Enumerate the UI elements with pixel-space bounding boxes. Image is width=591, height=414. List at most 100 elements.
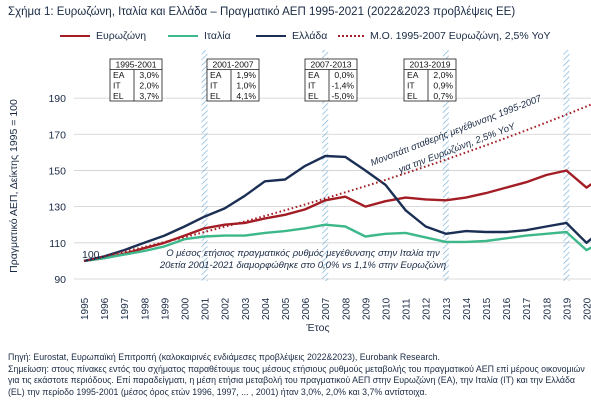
- x-tick-label: 2020: [583, 297, 591, 320]
- period-table-value: 1,9%: [236, 70, 256, 80]
- series-line-trend: [83, 103, 591, 262]
- legend-label-trend: Μ.Ο. 1995-2007 Ευρωζώνη, 2,5% YoY: [370, 30, 551, 42]
- x-tick-label: 2002: [221, 297, 232, 320]
- x-tick-label: 2012: [422, 297, 433, 320]
- period-table-box: [206, 58, 260, 102]
- series-line-el: [83, 154, 591, 263]
- legend-item-trend: Μ.Ο. 1995-2007 Ευρωζώνη, 2,5% YoY: [338, 30, 551, 42]
- period-table-value: -5,0%: [332, 91, 355, 101]
- x-tick-label: 2000: [181, 297, 192, 320]
- y-axis: 90 110 130 150 170 190: [48, 93, 66, 286]
- x-tick-label: 2006: [301, 297, 312, 320]
- x-tick-label: 2008: [341, 297, 352, 320]
- period-table-country: EL: [113, 91, 124, 101]
- annotation-italy-2: 20ετία 2001-2021 διαμορφώθηκε στο 0,0% v…: [159, 260, 446, 271]
- period-table-value: 2,0%: [139, 80, 159, 90]
- period-table-country: EA: [308, 70, 320, 80]
- period-table-header: 2007-2013: [310, 59, 351, 69]
- period-marker-2001: [201, 50, 208, 281]
- x-tick-label: 2013: [442, 297, 453, 320]
- period-table-country: IT: [113, 80, 121, 90]
- period-table-country: IT: [308, 80, 316, 90]
- series-lines: [83, 103, 591, 263]
- y-tick-label: 150: [48, 165, 66, 177]
- x-tick-label: 2004: [261, 297, 272, 320]
- source-line: Πηγή: Eurostat, Ευρωπαϊκή Επιτροπή (καλο…: [8, 352, 440, 362]
- x-tick-label: 1997: [120, 297, 131, 320]
- period-table-value: 0,7%: [433, 91, 453, 101]
- period-table-header: 1995-2001: [115, 59, 156, 69]
- x-tick-label: 2015: [482, 297, 493, 320]
- annotations: Μονοπάτι σταθερής μεγέθυνσης 1995-2007γι…: [159, 93, 544, 271]
- period-table-header: 2013-2019: [409, 59, 450, 69]
- period-table-value: 3,7%: [139, 91, 159, 101]
- chart-title: Σχήμα 1: Ευρωζώνη, Ιταλία και Ελλάδα – Π…: [8, 6, 516, 18]
- legend-label-ea: Ευρωζώνη: [96, 30, 147, 42]
- y-tick-label: 170: [48, 129, 66, 141]
- period-table-value: 0,0%: [334, 70, 354, 80]
- period-table-value: 2,0%: [433, 70, 453, 80]
- y-tick-label: 130: [48, 202, 66, 214]
- period-marker-2013: [442, 50, 449, 281]
- period-table-country: IT: [407, 80, 415, 90]
- source-notes: Πηγή: Eurostat, Ευρωπαϊκή Επιτροπή (καλο…: [8, 352, 586, 398]
- period-table-country: EL: [210, 91, 221, 101]
- x-tick-label: 2003: [241, 297, 252, 320]
- x-tick-label: 1999: [160, 297, 171, 320]
- x-axis-title: Έτος: [305, 322, 329, 334]
- legend-swatch-it: [168, 35, 198, 37]
- legend-label-el: Ελλάδα: [292, 30, 328, 42]
- period-markers: [201, 50, 570, 281]
- period-marker-2007: [322, 50, 329, 281]
- x-tick-label: 2009: [361, 297, 372, 320]
- period-marker-2019: [563, 50, 570, 281]
- legend-swatch-el: [256, 35, 286, 37]
- legend-swatch-trend: [338, 35, 364, 37]
- x-tick-label: 1996: [100, 297, 111, 320]
- legend-label-it: Ιταλία: [204, 30, 231, 42]
- data-labels: 100191.7148.3119.2111.9: [82, 249, 100, 261]
- x-tick-label: 1995: [80, 297, 91, 320]
- x-tick-label: 2014: [462, 297, 473, 320]
- x-tick-label: 2017: [522, 297, 533, 320]
- period-table-country: EA: [210, 70, 222, 80]
- x-tick-label: 2011: [402, 298, 413, 320]
- annotation-italy-1: Ο μέσος ετήσιος πραγματικός ρυθμός μεγέθ…: [166, 248, 440, 259]
- y-axis-title: Πραγματικό ΑΕΠ, Δείκτης 1995 = 100: [8, 99, 20, 273]
- legend-swatch-ea: [60, 35, 90, 37]
- period-table-value: 1,0%: [236, 80, 256, 90]
- x-tick-label: 1998: [140, 297, 151, 320]
- x-tick-label: 2018: [542, 297, 553, 320]
- grid: [74, 97, 591, 280]
- x-tick-label: 2001: [201, 297, 212, 320]
- y-tick-label: 90: [54, 274, 66, 286]
- period-table-value: 4,1%: [236, 91, 256, 101]
- x-axis: 1995 1996 1997 1998 1999 2000 2001 2002 2003 2004…: [80, 297, 591, 320]
- annotation-trend-1: Μονοπάτι σταθερής μεγέθυνσης 1995-2007: [369, 93, 544, 169]
- period-table-box: [304, 58, 358, 102]
- note-line: Σημείωση: στους πίνακες εντός του σχήματ…: [8, 363, 585, 397]
- legend-item-it: Ιταλία: [168, 30, 231, 42]
- x-tick-label: 2007: [321, 297, 332, 320]
- series-line-it: [83, 223, 591, 263]
- period-table-country: EA: [407, 70, 419, 80]
- period-table-value: -1,4%: [332, 80, 355, 90]
- x-tick-label: 2016: [502, 297, 513, 320]
- period-table-value: 0,9%: [433, 80, 453, 90]
- period-table-country: EL: [407, 91, 418, 101]
- data-label: 100: [82, 249, 100, 261]
- period-table-value: 3,0%: [139, 70, 159, 80]
- period-table-box: [403, 58, 457, 102]
- x-tick-label: 2005: [281, 297, 292, 320]
- period-table-header: 2001-2007: [212, 59, 253, 69]
- line-chart: 90 110 130 150 170 190 1995 1996 1997 1998 1999 20…: [8, 50, 591, 334]
- y-tick-label: 110: [49, 238, 66, 250]
- period-table-box: [109, 58, 163, 102]
- x-tick-label: 2010: [382, 297, 393, 320]
- x-tick-label: 2019: [562, 297, 573, 320]
